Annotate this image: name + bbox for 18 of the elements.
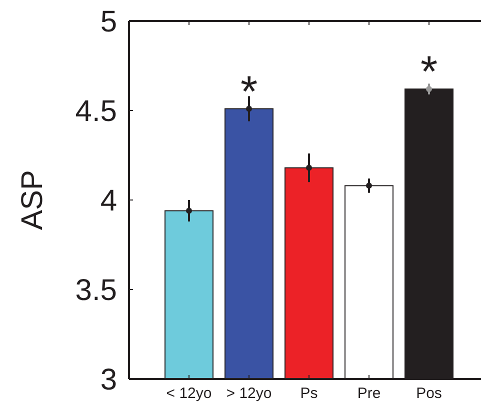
annotation: * [420, 48, 438, 97]
point [186, 208, 192, 214]
point [306, 164, 312, 171]
point [426, 86, 432, 92]
x-tick-label: Pos [416, 385, 442, 402]
x-tick-label: Ps [300, 385, 318, 402]
x-tick-label: Pre [357, 385, 381, 402]
point [246, 106, 252, 112]
x-tick-label: > 12yo [226, 385, 272, 402]
y-axis-title: ASP [16, 170, 49, 230]
y-tick-label: 5 [100, 6, 117, 38]
point [366, 182, 372, 189]
x-tick-label: < 12yo [166, 385, 212, 402]
y-tick-label: 3 [100, 364, 117, 396]
y-tick-label: 3.5 [75, 274, 117, 307]
y-tick-label: 4 [100, 184, 117, 218]
annotation: * [240, 67, 258, 116]
y-tick-label: 4.5 [75, 95, 117, 128]
